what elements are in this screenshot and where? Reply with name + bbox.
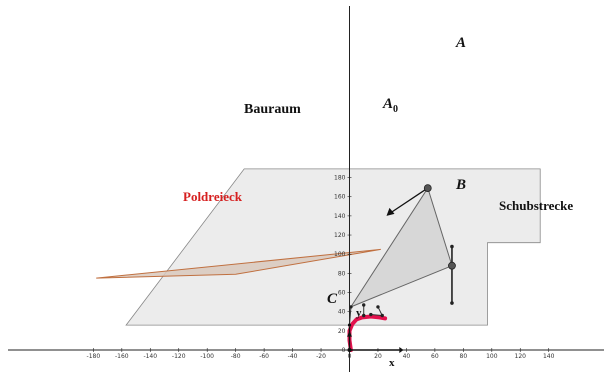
point-a0-label: A0 bbox=[382, 96, 398, 115]
x-tick-label: 40 bbox=[403, 353, 411, 360]
x-tick-label: 20 bbox=[374, 353, 382, 360]
main-triangle bbox=[349, 186, 453, 308]
point-c bbox=[347, 323, 352, 327]
joint-point bbox=[362, 313, 366, 318]
y-tick-label: 60 bbox=[338, 290, 346, 297]
x-tick-label: -180 bbox=[87, 353, 101, 360]
bauraum-region bbox=[125, 168, 541, 326]
x-tick-label: 80 bbox=[460, 353, 468, 360]
link-segment bbox=[349, 306, 352, 326]
x-tick-label: 0 bbox=[348, 353, 352, 360]
y-axis-label: y bbox=[356, 307, 362, 319]
y-tick-label: 0 bbox=[342, 347, 346, 354]
joint-point bbox=[369, 312, 373, 317]
a0-direction-arrow bbox=[390, 187, 429, 214]
point-a bbox=[423, 184, 432, 192]
point-b bbox=[448, 261, 456, 270]
joint-point bbox=[376, 305, 380, 309]
x-tick-label: -100 bbox=[200, 353, 214, 360]
point-c-label: C bbox=[327, 291, 338, 307]
x-tick-label: 100 bbox=[486, 353, 498, 360]
y-tick-label: 80 bbox=[338, 270, 346, 277]
y-tick-label: 100 bbox=[334, 251, 346, 258]
point-a-label: A bbox=[455, 35, 466, 51]
y-tick-label: 180 bbox=[334, 175, 346, 182]
x-tick-label: -40 bbox=[288, 353, 298, 360]
bauraum-label: Bauraum bbox=[244, 102, 301, 117]
a0-arrow-head bbox=[386, 207, 395, 216]
y-tick-label: 20 bbox=[338, 328, 346, 335]
schubstrecke-bottom-end bbox=[450, 301, 454, 305]
y-tick-label: 160 bbox=[334, 194, 346, 201]
x-tick-label: -60 bbox=[259, 353, 269, 360]
x-tick-label: 120 bbox=[515, 353, 527, 360]
point-b-label: B bbox=[455, 177, 466, 193]
schubstrecke-label: Schubstrecke bbox=[499, 198, 573, 213]
x-axis-label: x bbox=[389, 357, 395, 369]
x-tick-label: -80 bbox=[231, 353, 241, 360]
x-tick-label: 60 bbox=[431, 353, 439, 360]
x-tick-label: -140 bbox=[143, 353, 157, 360]
joint-point bbox=[362, 303, 366, 307]
joint-point bbox=[349, 305, 353, 309]
joint-point bbox=[380, 313, 384, 318]
schubstrecke-top-end bbox=[450, 244, 454, 249]
x-tick-label: -160 bbox=[115, 353, 129, 360]
point-a0-subscript: 0 bbox=[393, 104, 398, 115]
x-tick-label: 140 bbox=[543, 353, 555, 360]
y-tick-label: 120 bbox=[334, 232, 346, 239]
poldreieck-label: Poldreieck bbox=[183, 189, 243, 204]
link-segment bbox=[370, 314, 383, 317]
point-a0-letter: A bbox=[382, 96, 393, 112]
y-direction-arrowhead bbox=[347, 330, 352, 337]
origin-point bbox=[347, 348, 352, 352]
x-tick-label: -20 bbox=[316, 353, 326, 360]
y-tick-label: 40 bbox=[338, 309, 346, 316]
poldreieck-region bbox=[96, 248, 381, 279]
x-direction-arrowhead bbox=[399, 347, 404, 353]
y-tick-label: 140 bbox=[334, 213, 346, 220]
x-tick-label: -120 bbox=[172, 353, 186, 360]
